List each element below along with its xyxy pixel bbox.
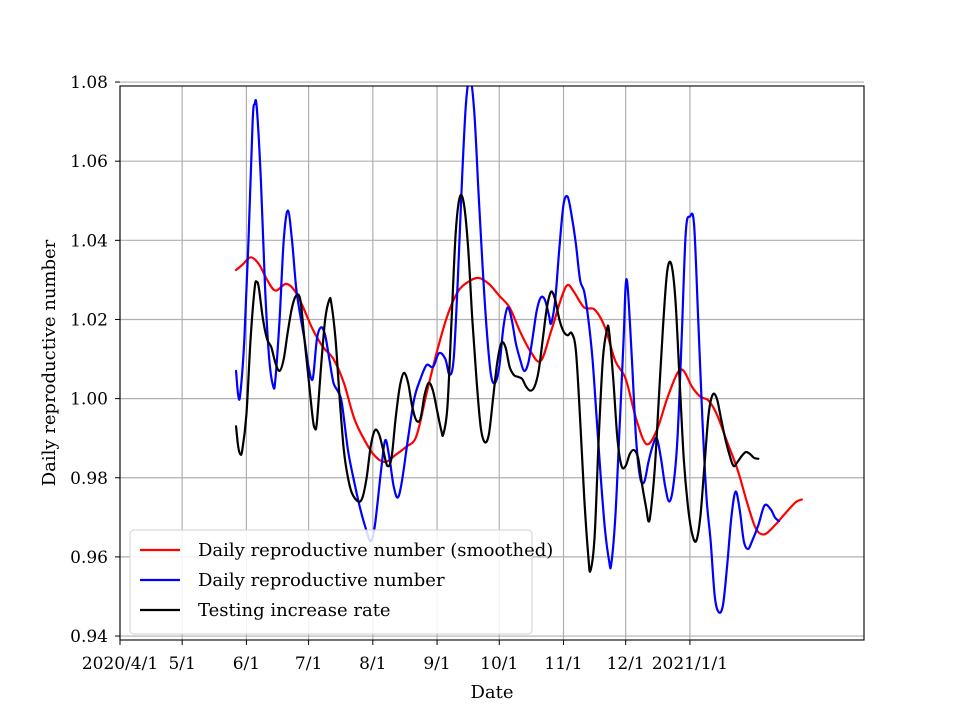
y-tick-label: 0.96: [70, 548, 108, 568]
axes-frame: [119, 85, 865, 641]
x-tick-label: 10/1: [480, 654, 518, 674]
y-tick-label: 1.00: [70, 390, 108, 410]
y-tick-label: 1.08: [70, 73, 108, 93]
x-tick-label: 8/1: [359, 654, 386, 674]
y-axis-label: Daily reproductive number: [39, 239, 60, 486]
y-tick-label: 1.02: [70, 310, 108, 330]
series-layer: [234, 86, 803, 614]
legend-box: [129, 529, 533, 635]
x-tick-label: 6/1: [233, 654, 260, 674]
x-tick-label: 5/1: [168, 654, 195, 674]
y-tick-label: 1.04: [70, 231, 108, 251]
y-tick-label: 0.98: [70, 469, 108, 489]
y-axis-ticks: 0.94 0.96 0.98 1.00 1.02 1.04 1.06 1.08: [70, 73, 120, 647]
x-tick-label: 9/1: [423, 654, 450, 674]
legend-label: Testing increase rate: [198, 600, 391, 621]
legend: Daily reproductive number (smoothed) Dail…: [129, 529, 553, 635]
series-line-daily-reproductive-number: [234, 86, 781, 614]
series-line-testing-increase-rate: [234, 193, 760, 573]
x-tick-label: 7/1: [295, 654, 322, 674]
x-tick-label: 2021/1/1: [652, 654, 728, 674]
x-tick-label: 12/1: [607, 654, 645, 674]
x-tick-label: 11/1: [544, 654, 582, 674]
x-axis-ticks: 2020/4/1 5/1 6/1 7/1 8/1 9/1 10/1 11/1 12/1 2021/…: [82, 640, 728, 674]
legend-label: Daily reproductive number: [198, 570, 445, 591]
x-axis-label: Date: [470, 682, 513, 703]
y-tick-label: 1.06: [70, 152, 108, 172]
y-tick-label: 0.94: [70, 627, 108, 647]
x-tick-label: 2020/4/1: [82, 654, 158, 674]
legend-label: Daily reproductive number (smoothed): [198, 540, 553, 561]
